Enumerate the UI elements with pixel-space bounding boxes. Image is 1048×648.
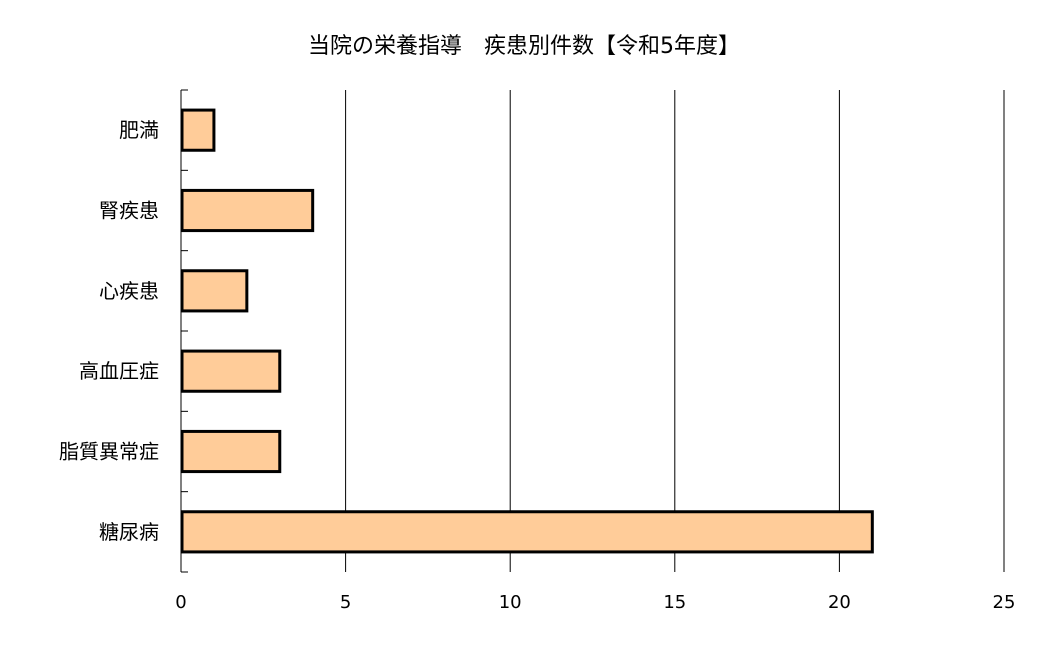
x-tick-label: 0 [175,592,186,613]
bar-4 [180,429,282,474]
y-category-label: 高血圧症 [79,359,159,383]
bar-1 [180,188,315,233]
bar-5 [180,510,874,554]
x-tick-label: 20 [828,592,851,613]
bar-2 [180,269,249,313]
y-category-label: 肥満 [119,118,159,142]
y-category-label: 心疾患 [99,279,159,303]
y-category-label: 糖尿病 [99,520,159,544]
x-tick-label: 5 [340,592,351,613]
bars [180,108,874,554]
bar-0 [180,108,216,152]
gridlines [345,90,1005,572]
x-tick-label: 25 [993,592,1016,613]
axes [180,89,188,573]
x-tick-label: 15 [663,592,686,613]
chart-title: 当院の栄養指導 疾患別件数【令和5年度】 [308,34,740,59]
x-tick-label: 10 [499,592,522,613]
bar-3 [180,349,282,393]
y-category-label: 脂質異常症 [59,440,159,464]
y-category-label: 腎疾患 [99,199,159,223]
